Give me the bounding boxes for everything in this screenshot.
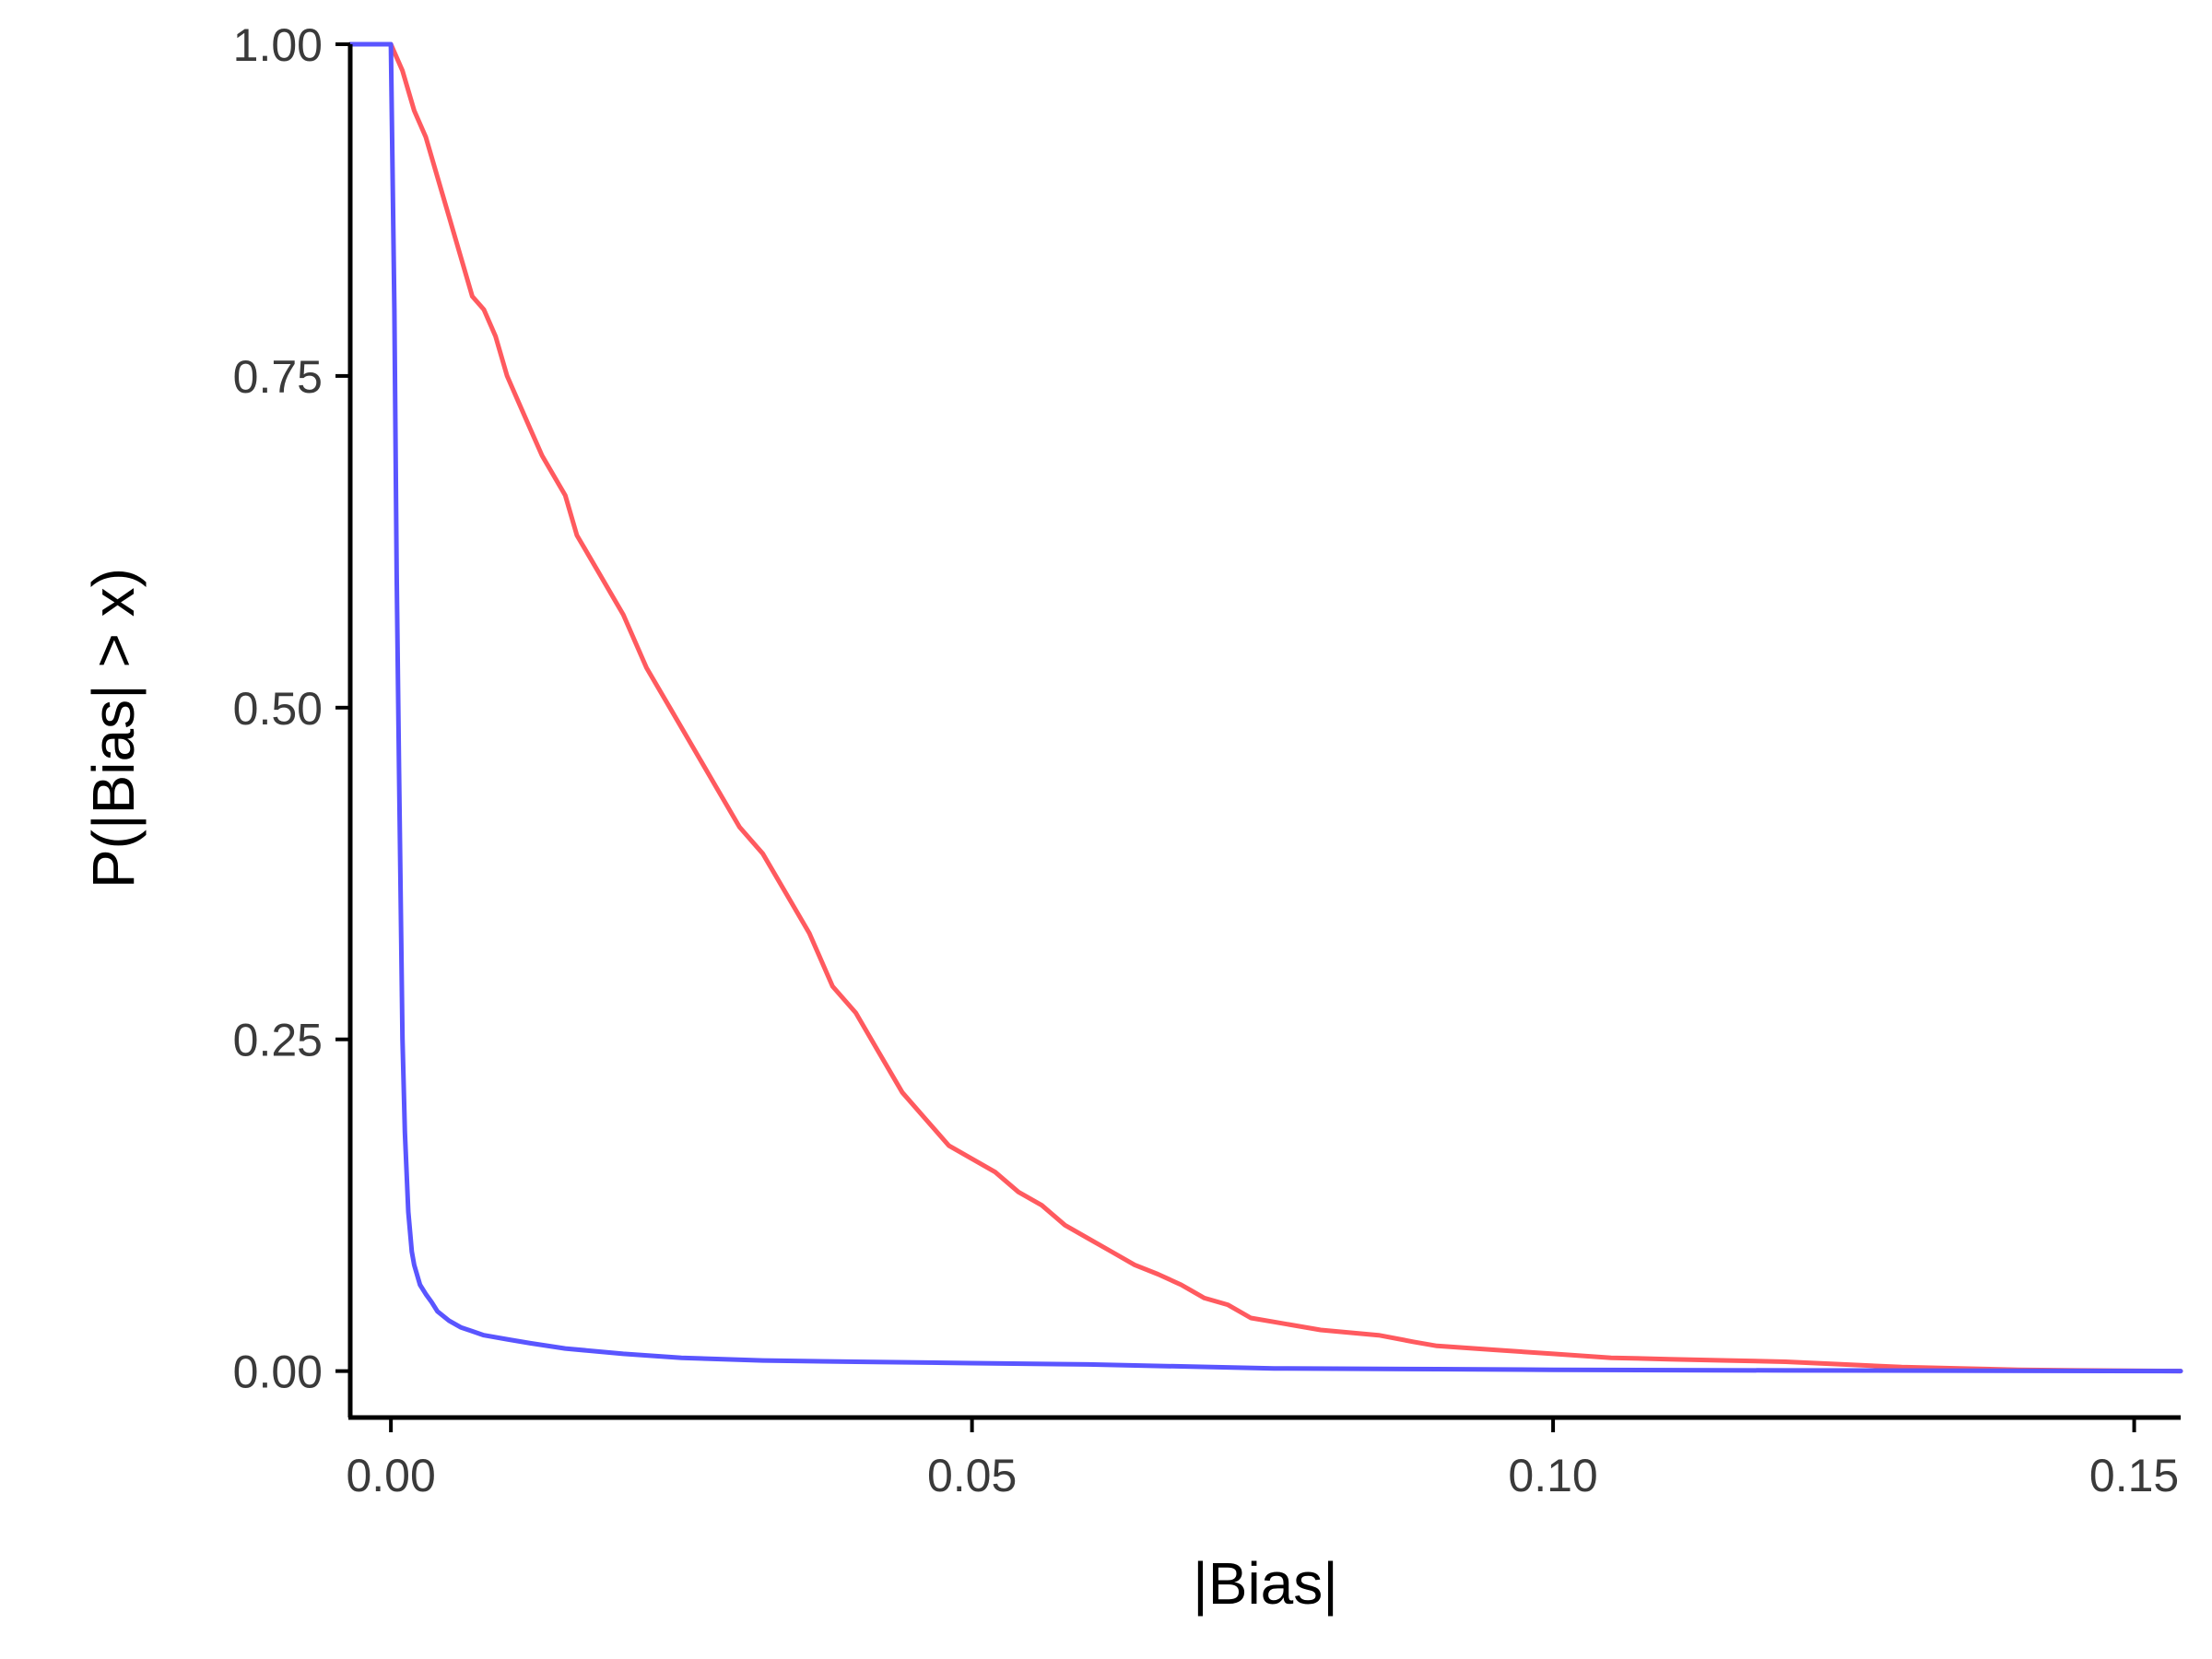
x-tick-label: 0.00 — [346, 1450, 435, 1501]
series-line-0 — [347, 41, 2183, 1374]
x-tick-label: 0.15 — [2089, 1450, 2179, 1501]
x-axis-title: |Bias| — [1193, 1550, 1338, 1617]
y-axis-title: P(|Bias| > x) — [80, 568, 147, 888]
y-tick-label: 0.50 — [233, 683, 323, 735]
y-axis-ticks: 0.00 0.25 0.50 0.75 1.00 — [233, 19, 350, 1398]
y-tick-label: 0.25 — [233, 1015, 323, 1066]
series-group — [347, 41, 2183, 1374]
x-tick-label: 0.05 — [927, 1450, 1017, 1501]
plot-area: 0.00 0.05 0.10 0.15 0.00 0.25 0.50 0.75 1.00 — [233, 19, 2183, 1501]
y-tick-label: 0.00 — [233, 1347, 323, 1398]
y-tick-label: 0.75 — [233, 351, 323, 403]
series-line-1 — [347, 41, 2183, 1374]
x-axis-ticks: 0.00 0.05 0.10 0.15 — [346, 1418, 2179, 1501]
x-tick-label: 0.10 — [1508, 1450, 1597, 1501]
y-tick-label: 1.00 — [233, 19, 323, 71]
